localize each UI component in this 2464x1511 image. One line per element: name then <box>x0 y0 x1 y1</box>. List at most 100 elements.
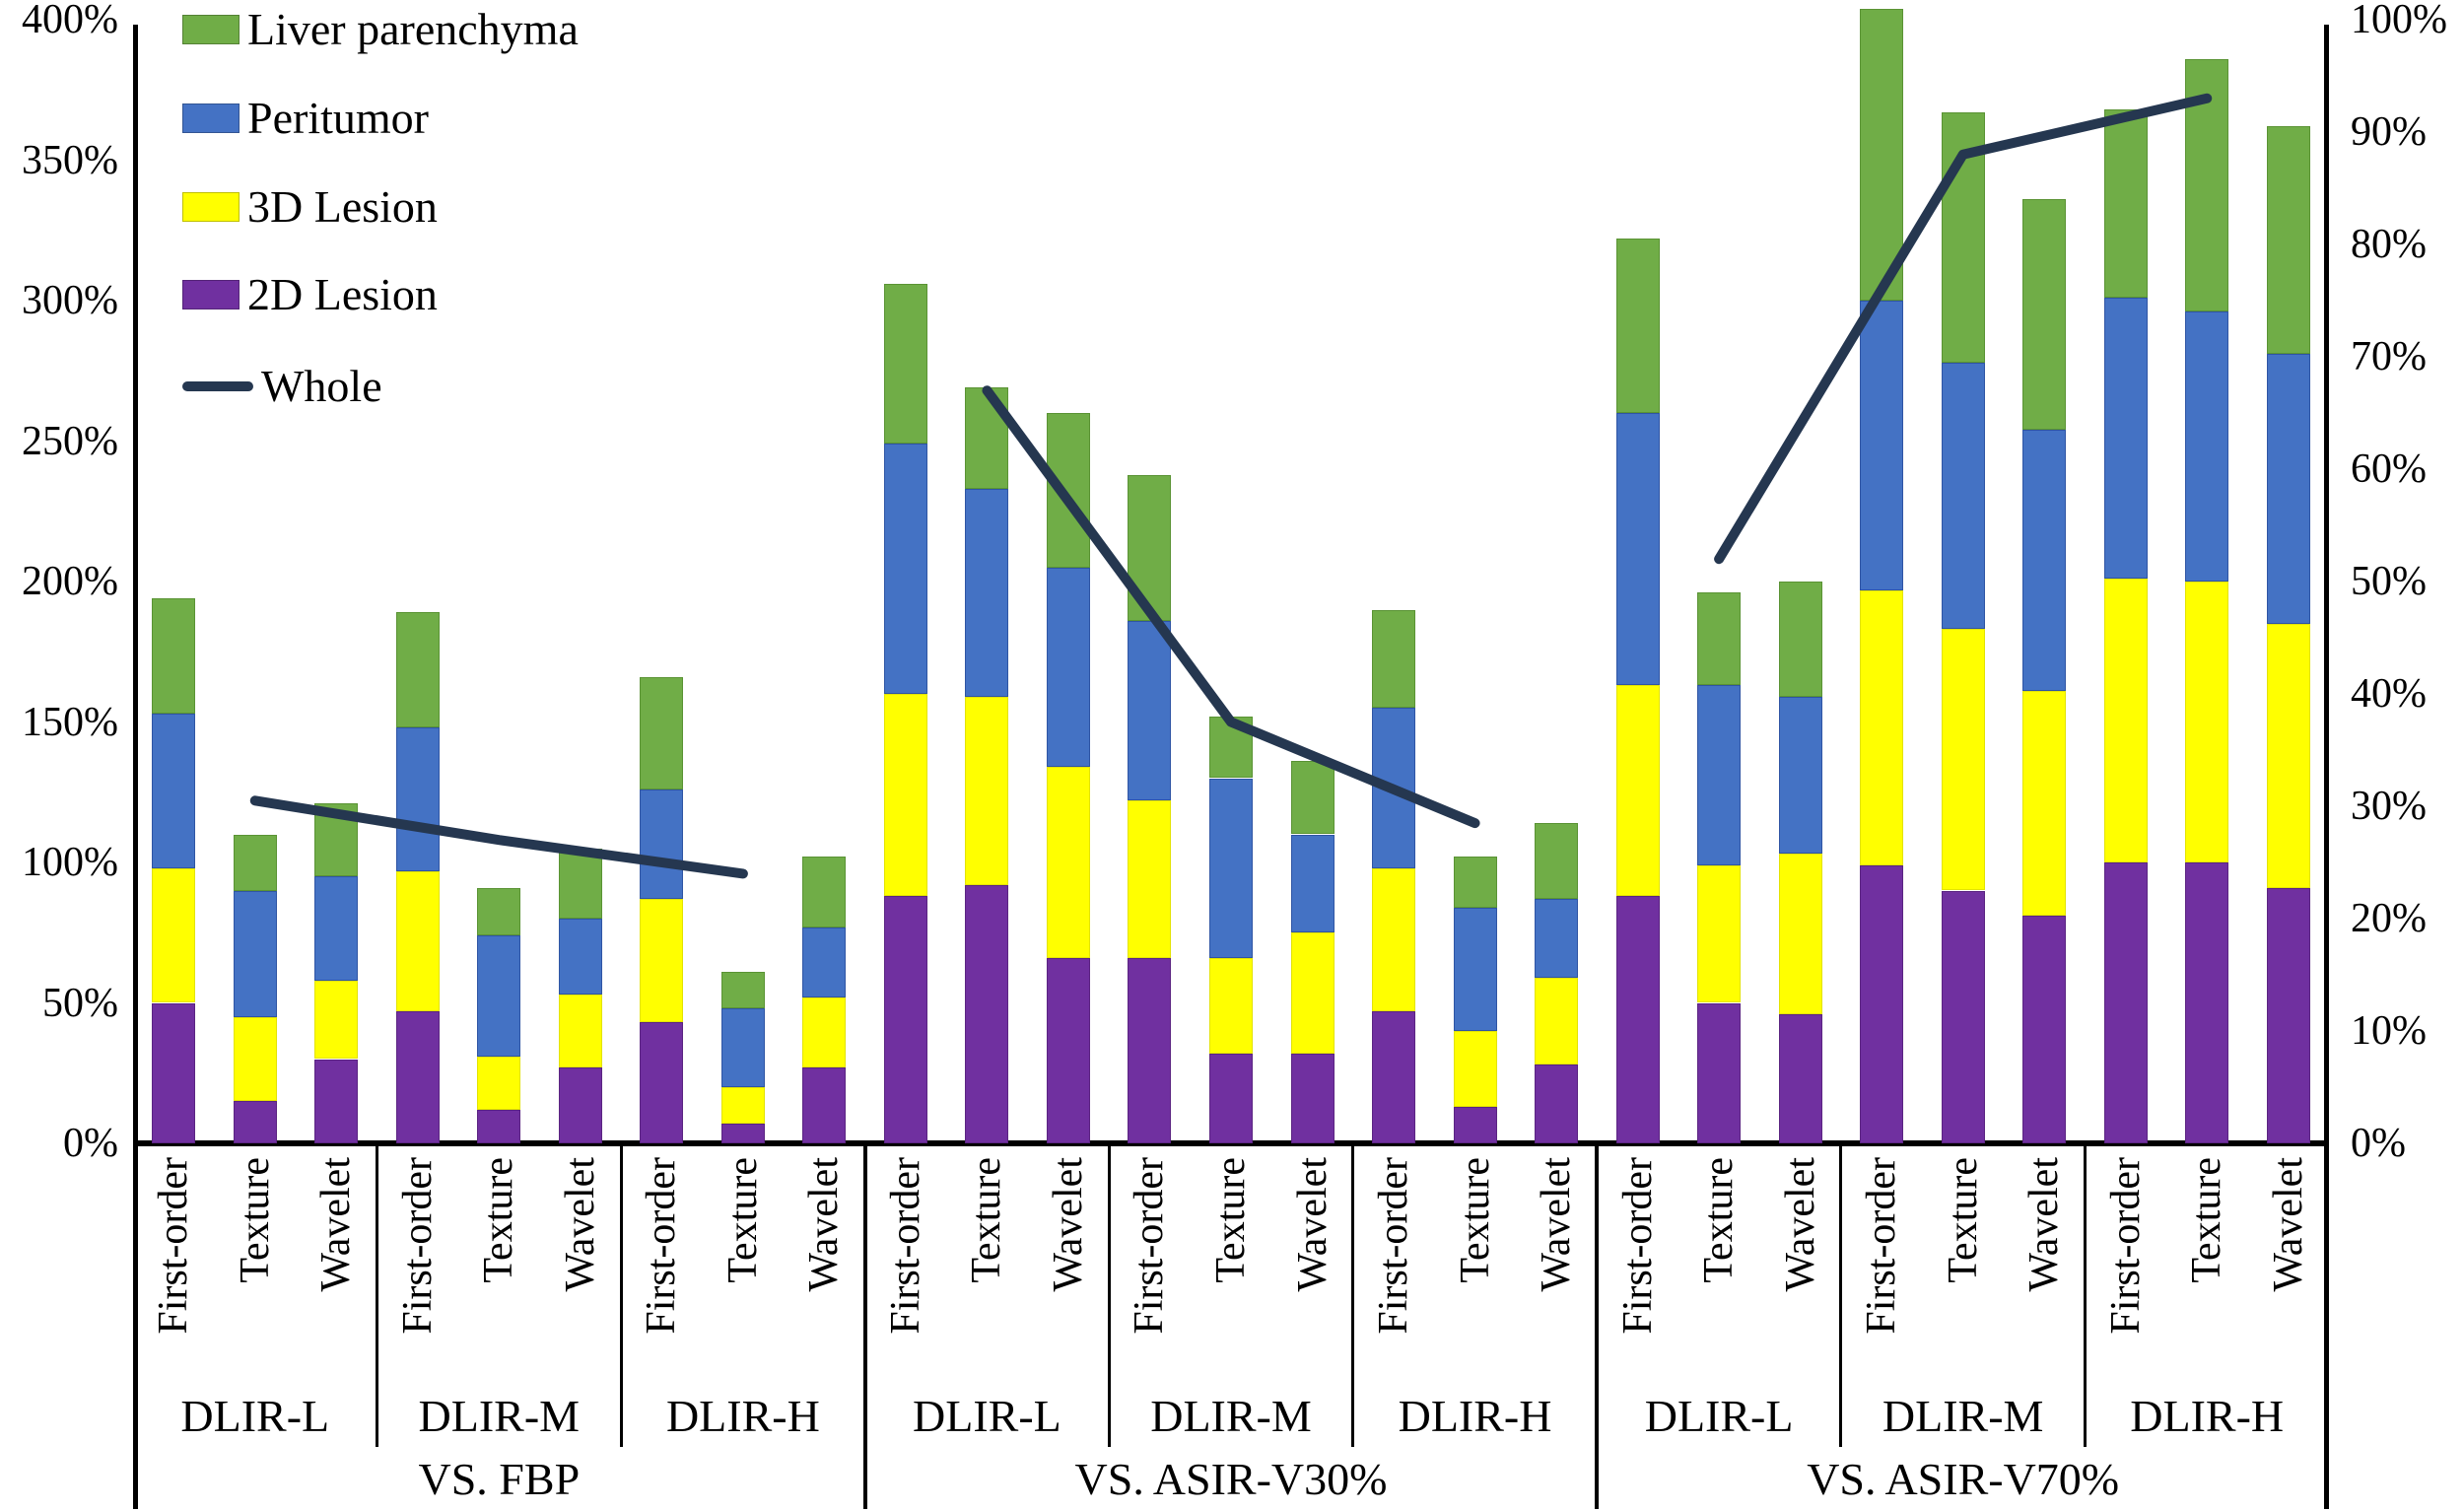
bar-segment-peritumor <box>2022 430 2067 692</box>
whole-line-group-1 <box>249 795 748 879</box>
legend-line-swatch <box>182 381 253 391</box>
bar-segment-liver-parenchyma <box>233 834 277 891</box>
bar-segment-2d-lesion <box>2185 862 2229 1143</box>
bar-segment-3d-lesion <box>1535 977 1579 1065</box>
right-axis-tick-label: 50% <box>2351 559 2427 604</box>
bar-segment-2d-lesion <box>233 1101 277 1143</box>
bar-segment-liver-parenchyma <box>1372 609 1416 709</box>
bar-segment-2d-lesion <box>965 884 1009 1143</box>
bar-segment-liver-parenchyma <box>1615 239 1660 413</box>
left-axis-tick-label: 200% <box>22 559 118 604</box>
bar-segment-2d-lesion <box>1209 1053 1253 1143</box>
bar-segment-2d-lesion <box>477 1109 521 1143</box>
bar-segment-liver-parenchyma <box>395 612 440 728</box>
bar-segment-liver-parenchyma <box>2022 199 2067 431</box>
subgroup-label: DLIR-L <box>180 1390 330 1441</box>
right-axis-tick-label: 0% <box>2351 1121 2406 1166</box>
bar-segment-2d-lesion <box>1535 1065 1579 1143</box>
bar-segment-3d-lesion <box>1860 589 1904 865</box>
bar-segment-2d-lesion <box>314 1059 359 1143</box>
bar-segment-peritumor <box>1128 620 1172 801</box>
bar-segment-liver-parenchyma <box>720 972 765 1009</box>
right-axis-tick-label: 100% <box>2351 0 2447 42</box>
bar-segment-peritumor <box>395 727 440 871</box>
bar-segment-peritumor <box>1615 413 1660 686</box>
bar-segment-2d-lesion <box>1290 1053 1335 1143</box>
bar-segment-2d-lesion <box>2266 887 2310 1143</box>
bar-segment-peritumor <box>233 890 277 1017</box>
group-divider <box>1595 1143 1600 1509</box>
bar-segment-3d-lesion <box>2266 623 2310 888</box>
bar-segment-liver-parenchyma <box>883 283 927 445</box>
bar-segment-liver-parenchyma <box>152 598 196 714</box>
bar-segment-2d-lesion <box>2022 916 2067 1143</box>
bar-segment-peritumor <box>1453 907 1497 1031</box>
bar-segment-2d-lesion <box>720 1124 765 1143</box>
right-axis-tick-label: 80% <box>2351 222 2427 267</box>
bar-segment-3d-lesion <box>802 996 847 1068</box>
left-axis-tick-label: 0% <box>63 1121 118 1166</box>
bar-segment-2d-lesion <box>1941 890 1985 1143</box>
subgroup-label: DLIR-L <box>913 1390 1061 1441</box>
bar-segment-2d-lesion <box>1453 1106 1497 1143</box>
legend-color-swatch <box>182 15 240 44</box>
bar-segment-3d-lesion <box>2103 579 2148 862</box>
subgroup-divider <box>1107 1143 1111 1447</box>
subgroup-divider <box>1351 1143 1355 1447</box>
bar-segment-liver-parenchyma <box>2103 109 2148 299</box>
bar-segment-3d-lesion <box>314 980 359 1060</box>
bar-segment-liver-parenchyma <box>802 857 847 927</box>
right-axis-line <box>2324 25 2329 1509</box>
group-label: VS. FBP <box>418 1453 581 1504</box>
bar-segment-liver-parenchyma <box>1290 761 1335 835</box>
bar-segment-3d-lesion <box>477 1056 521 1110</box>
subgroup-divider <box>1839 1143 1843 1447</box>
bar-segment-2d-lesion <box>1128 957 1172 1143</box>
bar-segment-3d-lesion <box>883 694 927 897</box>
bar-segment-2d-lesion <box>1697 1002 1742 1143</box>
bar-segment-peritumor <box>1535 899 1579 978</box>
legend-label: Peritumor <box>247 93 429 143</box>
bar-segment-peritumor <box>1209 778 1253 958</box>
subgroup-divider <box>376 1143 379 1447</box>
bar-segment-3d-lesion <box>1372 867 1416 1012</box>
left-axis-tick-label: 100% <box>22 840 118 885</box>
legend-item: Peritumor <box>182 96 429 141</box>
legend-label: Liver parenchyma <box>247 4 579 54</box>
bar-segment-peritumor <box>883 444 927 694</box>
left-axis-tick-label: 300% <box>22 278 118 323</box>
bar-segment-liver-parenchyma <box>2266 126 2310 355</box>
bar-segment-2d-lesion <box>1372 1011 1416 1143</box>
bar-segment-peritumor <box>1941 362 1985 630</box>
right-axis-tick-label: 60% <box>2351 446 2427 492</box>
subgroup-label: DLIR-H <box>1398 1390 1552 1441</box>
bar-segment-2d-lesion <box>152 1002 196 1143</box>
bar-segment-2d-lesion <box>1046 957 1090 1143</box>
bar-segment-peritumor <box>802 927 847 997</box>
bar-segment-2d-lesion <box>558 1067 602 1143</box>
bar-segment-peritumor <box>1046 567 1090 768</box>
right-axis-tick-label: 70% <box>2351 334 2427 379</box>
subgroup-label: DLIR-H <box>665 1390 820 1441</box>
left-axis-line <box>133 25 138 1509</box>
bar-segment-3d-lesion <box>233 1016 277 1102</box>
bar-segment-3d-lesion <box>1128 800 1172 958</box>
left-axis-tick-label: 150% <box>22 699 118 745</box>
legend-item: 2D Lesion <box>182 272 438 317</box>
right-axis-tick-label: 10% <box>2351 1008 2427 1054</box>
right-axis-tick-label: 30% <box>2351 784 2427 829</box>
subgroup-label: DLIR-H <box>2130 1390 2285 1441</box>
bar-segment-peritumor <box>2103 298 2148 580</box>
bar-segment-2d-lesion <box>802 1067 847 1143</box>
bar-segment-peritumor <box>558 919 602 995</box>
bar-segment-liver-parenchyma <box>1046 413 1090 568</box>
bar-segment-3d-lesion <box>1046 767 1090 958</box>
subgroup-label: DLIR-L <box>1644 1390 1794 1441</box>
bar-segment-liver-parenchyma <box>1535 823 1579 900</box>
legend-item: 3D Lesion <box>182 184 438 230</box>
bar-segment-3d-lesion <box>965 696 1009 885</box>
bar-segment-2d-lesion <box>1860 864 1904 1143</box>
bar-segment-3d-lesion <box>1290 932 1335 1054</box>
